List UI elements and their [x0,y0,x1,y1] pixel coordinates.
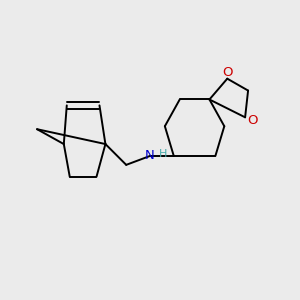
Text: H: H [159,149,168,160]
Text: N: N [145,149,155,162]
Text: O: O [247,114,258,127]
Text: O: O [222,66,232,79]
